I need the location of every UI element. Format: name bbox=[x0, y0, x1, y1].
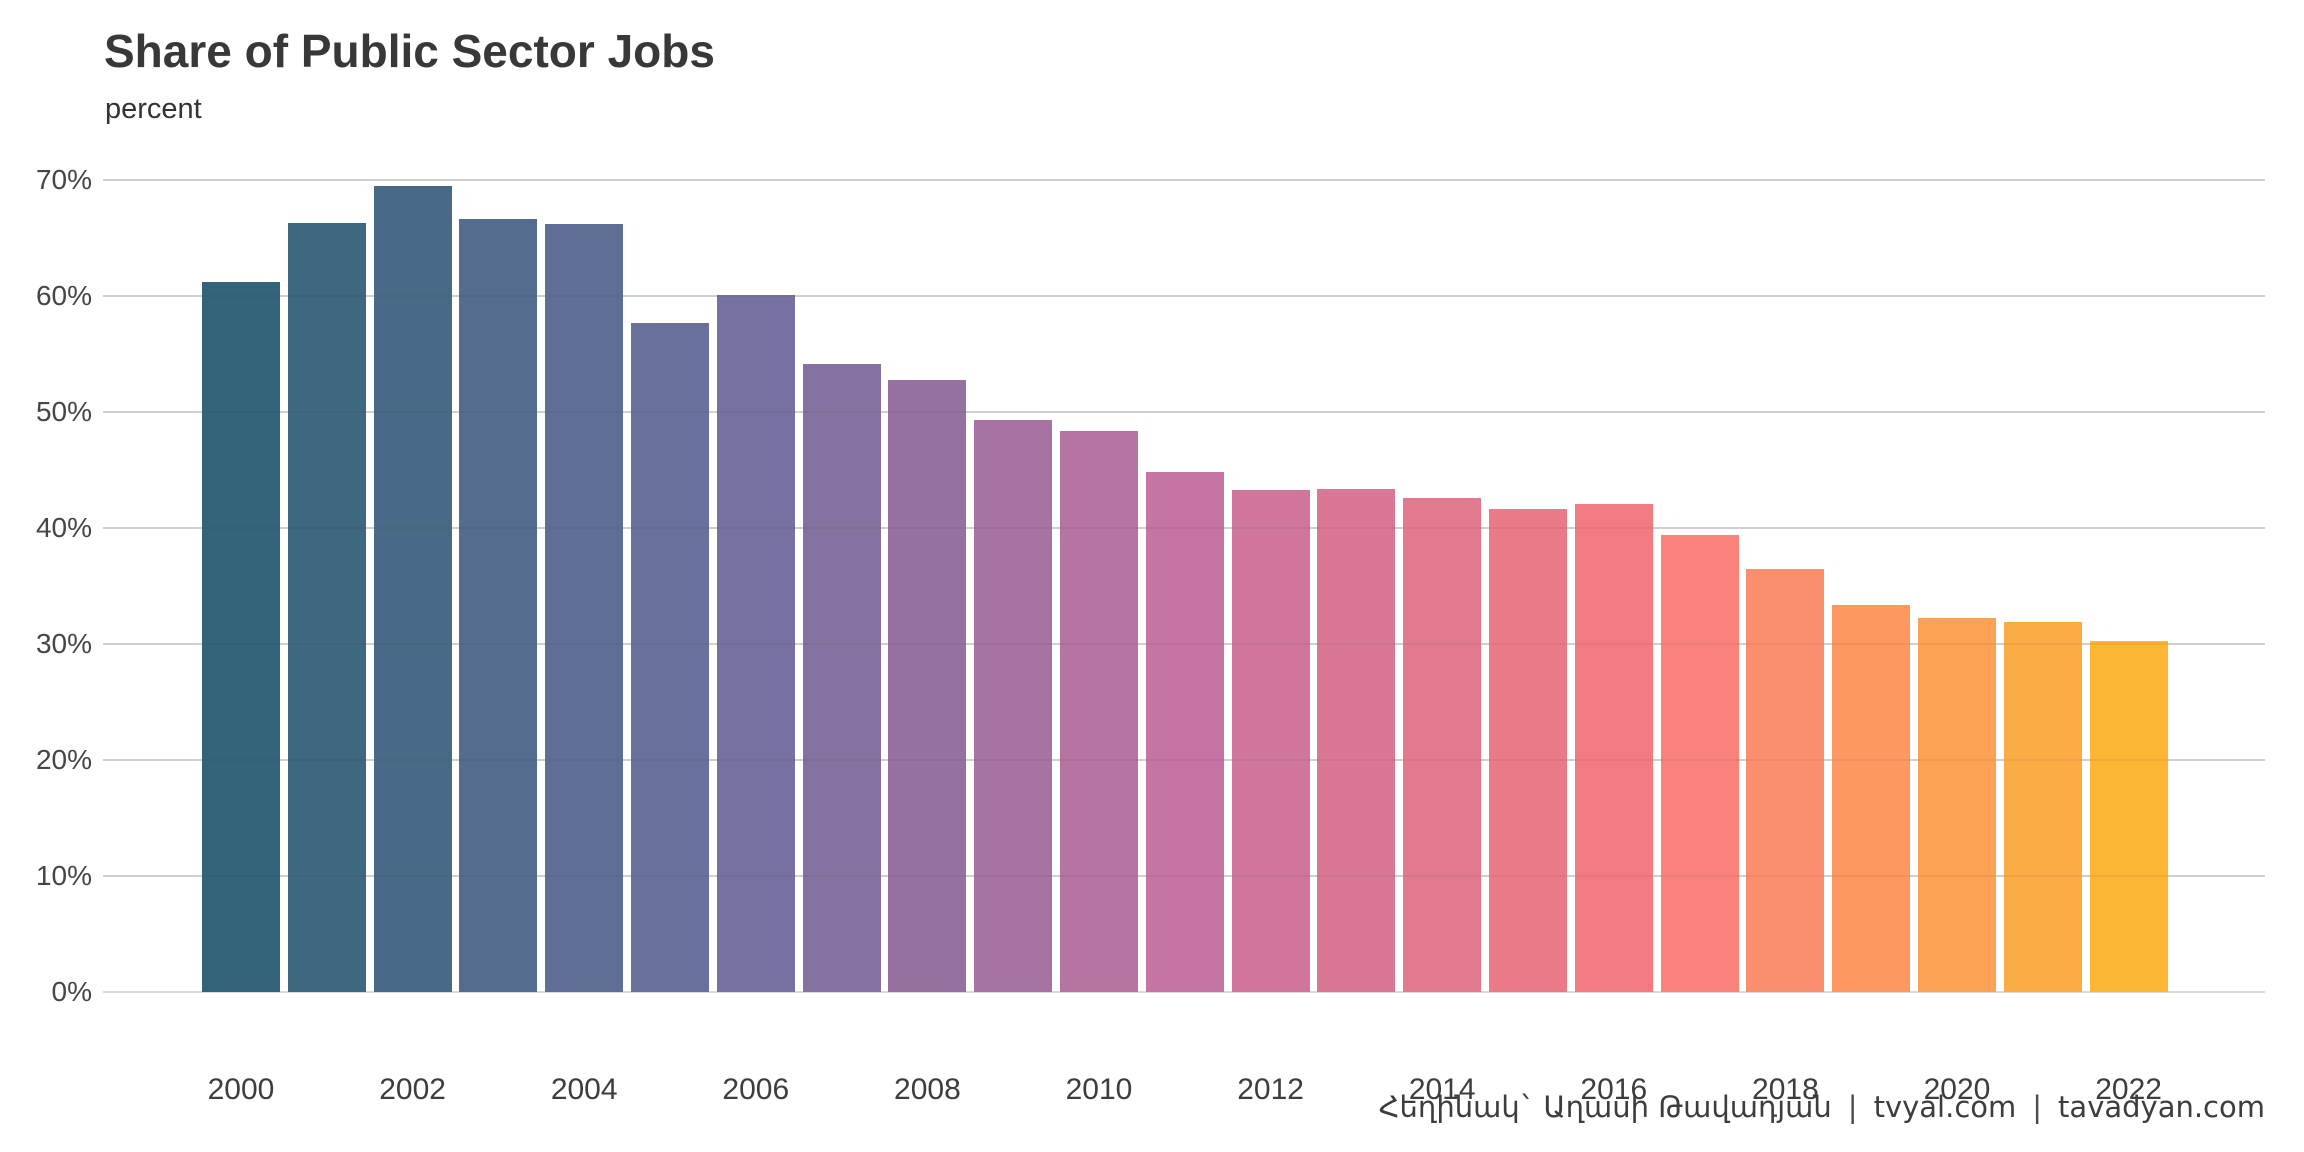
y-axis-tick-label: 70% bbox=[35, 164, 92, 195]
x-axis-tick-label: 2004 bbox=[550, 1073, 618, 1106]
gridline-0% bbox=[103, 991, 2265, 993]
chart-caption: Հեղինակ` Աղասի Թավադյան | tvyal.com | tavady… bbox=[1379, 1090, 2265, 1124]
bar-2000 bbox=[202, 282, 280, 992]
bar-2018 bbox=[1746, 568, 1825, 992]
bar-2006 bbox=[716, 294, 795, 992]
gridline-70% bbox=[103, 179, 2265, 181]
x-axis-tick-label: 2016 bbox=[1580, 1073, 1648, 1106]
bar-2001 bbox=[287, 222, 366, 992]
caption-site: tvyal.com bbox=[1873, 1090, 2017, 1124]
y-axis-tick-label: 50% bbox=[35, 396, 92, 427]
gridline-50% bbox=[103, 411, 2265, 413]
caption-separator: | bbox=[1847, 1090, 1858, 1124]
bar-2022 bbox=[2089, 640, 2168, 992]
x-axis-tick-label: 2018 bbox=[1752, 1073, 1819, 1106]
gridline-overlay-60% bbox=[103, 295, 2265, 297]
bar-2003 bbox=[459, 219, 538, 992]
caption-separator: | bbox=[2032, 1090, 2043, 1124]
bar-2017 bbox=[1660, 534, 1739, 992]
x-axis-tick-label: 2020 bbox=[1923, 1073, 1991, 1106]
gridline-overlay-10% bbox=[103, 875, 2265, 877]
gridline-overlay-40% bbox=[103, 527, 2265, 529]
bar-2019 bbox=[1832, 604, 1911, 992]
bar-2020 bbox=[1918, 618, 1996, 992]
bar-2007 bbox=[802, 364, 881, 992]
x-axis-tick-label: 2002 bbox=[379, 1073, 446, 1106]
bar-2009 bbox=[974, 420, 1053, 992]
caption-author: Հեղինակ` Աղասի Թավադյան bbox=[1378, 1090, 1832, 1124]
bar-2005 bbox=[631, 322, 709, 992]
bar-2008 bbox=[888, 379, 967, 992]
bar-2012 bbox=[1231, 489, 1310, 992]
x-axis-tick-label: 2000 bbox=[207, 1073, 275, 1106]
bar-2013 bbox=[1317, 488, 1396, 992]
gridline-60% bbox=[103, 295, 2265, 297]
gridline-overlay-50% bbox=[103, 411, 2265, 413]
gridline-overlay-70% bbox=[103, 179, 2265, 181]
caption-site: tavadyan.com bbox=[2058, 1090, 2265, 1124]
y-axis-tick-label: 20% bbox=[35, 744, 92, 775]
x-axis-tick-label: 2012 bbox=[1237, 1073, 1304, 1106]
x-axis-tick-label: 2022 bbox=[2095, 1073, 2162, 1106]
gridline-overlay-20% bbox=[103, 759, 2265, 761]
bar-2010 bbox=[1060, 430, 1138, 992]
bar-2015 bbox=[1489, 509, 1567, 992]
y-axis-tick-label: 10% bbox=[35, 860, 92, 891]
x-axis-tick-label: 2008 bbox=[894, 1073, 961, 1106]
bar-2016 bbox=[1574, 503, 1653, 992]
y-axis-tick-label: 30% bbox=[35, 628, 92, 659]
bar-2011 bbox=[1145, 472, 1224, 992]
x-axis-tick-label: 2014 bbox=[1408, 1073, 1476, 1106]
bar-2002 bbox=[373, 185, 452, 992]
chart-title: Share of Public Sector Jobs bbox=[104, 25, 715, 77]
gridline-overlay-30% bbox=[103, 643, 2265, 645]
y-axis-tick-label: 60% bbox=[35, 280, 92, 311]
bar-2014 bbox=[1403, 497, 1482, 992]
chart-subtitle: percent bbox=[105, 93, 202, 125]
x-axis-tick-label: 2010 bbox=[1065, 1073, 1133, 1106]
bar-2004 bbox=[545, 224, 624, 992]
x-axis-tick-label: 2006 bbox=[722, 1073, 790, 1106]
y-axis-tick-label: 40% bbox=[35, 512, 92, 543]
bar-2021 bbox=[2003, 621, 2082, 992]
y-axis-tick-label: 0% bbox=[51, 976, 92, 1007]
